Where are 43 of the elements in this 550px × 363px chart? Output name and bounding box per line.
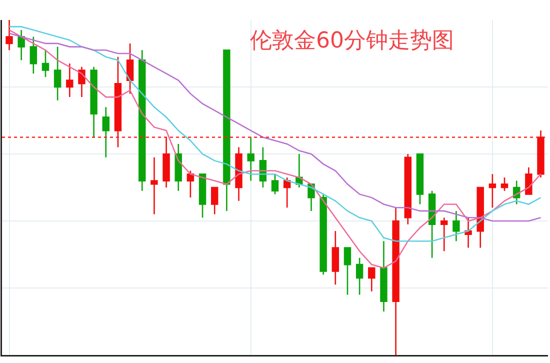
candlestick bbox=[416, 153, 424, 205]
candlestick bbox=[428, 190, 436, 258]
candlestick bbox=[380, 240, 388, 312]
candlestick bbox=[30, 36, 38, 74]
chart-title: 伦敦金60分钟走势图 bbox=[250, 28, 454, 54]
candlestick bbox=[368, 267, 376, 292]
candlestick bbox=[186, 170, 194, 198]
candlestick bbox=[114, 56, 122, 148]
candlestick bbox=[150, 156, 158, 215]
candlestick bbox=[500, 176, 508, 192]
candlestick bbox=[392, 206, 400, 355]
candlestick bbox=[235, 146, 242, 202]
candlestick bbox=[6, 20, 13, 51]
candlestick bbox=[271, 173, 279, 195]
candlestick bbox=[464, 217, 472, 248]
candlestick bbox=[344, 247, 352, 296]
candlestick bbox=[356, 257, 364, 296]
candlestick bbox=[90, 66, 98, 138]
candlestick bbox=[78, 66, 86, 98]
candlestick bbox=[247, 136, 254, 182]
candlestick bbox=[42, 50, 50, 78]
candlestick bbox=[320, 194, 327, 276]
candlestick bbox=[126, 42, 134, 94]
candlestick bbox=[476, 186, 484, 248]
candlestick bbox=[210, 186, 218, 215]
candlestick bbox=[488, 173, 496, 208]
candlestick bbox=[18, 29, 25, 61]
candlestick bbox=[54, 46, 62, 102]
candlestick bbox=[102, 106, 110, 158]
candlestick bbox=[440, 217, 448, 252]
candlestick bbox=[283, 176, 291, 208]
candlestick bbox=[198, 173, 206, 218]
candlestick bbox=[162, 136, 170, 188]
candlestick bbox=[332, 230, 340, 286]
candlestick bbox=[404, 153, 412, 225]
candlestick bbox=[296, 153, 303, 188]
candlestick bbox=[66, 62, 74, 98]
candlestick bbox=[537, 130, 544, 178]
candlestick bbox=[174, 143, 182, 192]
candlestick bbox=[138, 50, 146, 192]
candlestick bbox=[223, 50, 230, 212]
candlestick bbox=[452, 210, 460, 242]
candlestick bbox=[525, 166, 532, 195]
